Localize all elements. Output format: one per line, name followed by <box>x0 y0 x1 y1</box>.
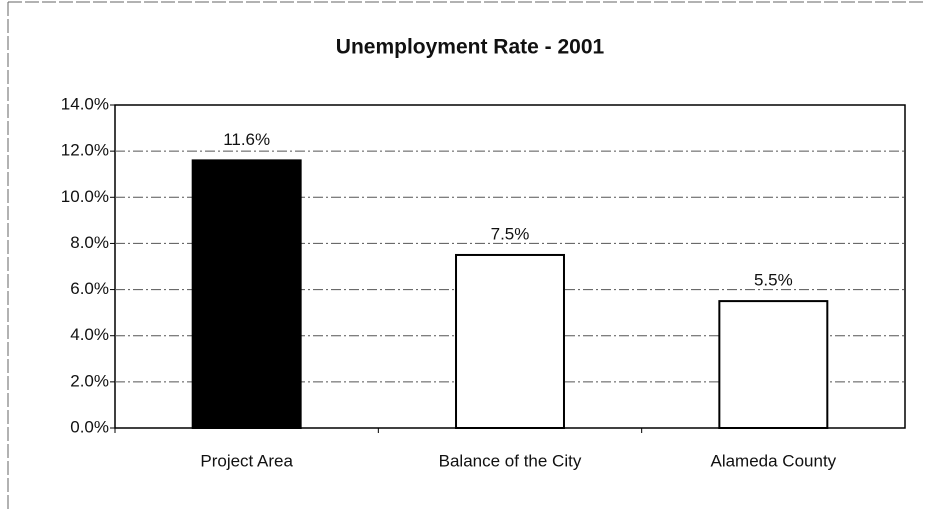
x-tick-label: Balance of the City <box>439 451 582 470</box>
y-tick-label: 0.0% <box>70 417 109 436</box>
y-tick-label: 8.0% <box>70 233 109 252</box>
y-tick-label: 14.0% <box>61 94 109 113</box>
y-tick-label: 10.0% <box>61 187 109 206</box>
data-label: 7.5% <box>491 224 530 243</box>
bar <box>718 300 829 430</box>
y-tick-label: 4.0% <box>70 325 109 344</box>
data-label: 11.6% <box>223 130 270 149</box>
x-tick-label: Project Area <box>200 451 293 470</box>
x-tick-label: Alameda County <box>710 451 836 470</box>
bar <box>191 159 302 429</box>
y-tick-label: 6.0% <box>70 279 109 298</box>
y-tick-label: 12.0% <box>61 141 109 160</box>
bar <box>455 253 565 429</box>
chart-title: Unemployment Rate - 2001 <box>336 36 605 59</box>
y-tick-label: 2.0% <box>70 371 109 390</box>
data-label: 5.5% <box>754 271 793 290</box>
